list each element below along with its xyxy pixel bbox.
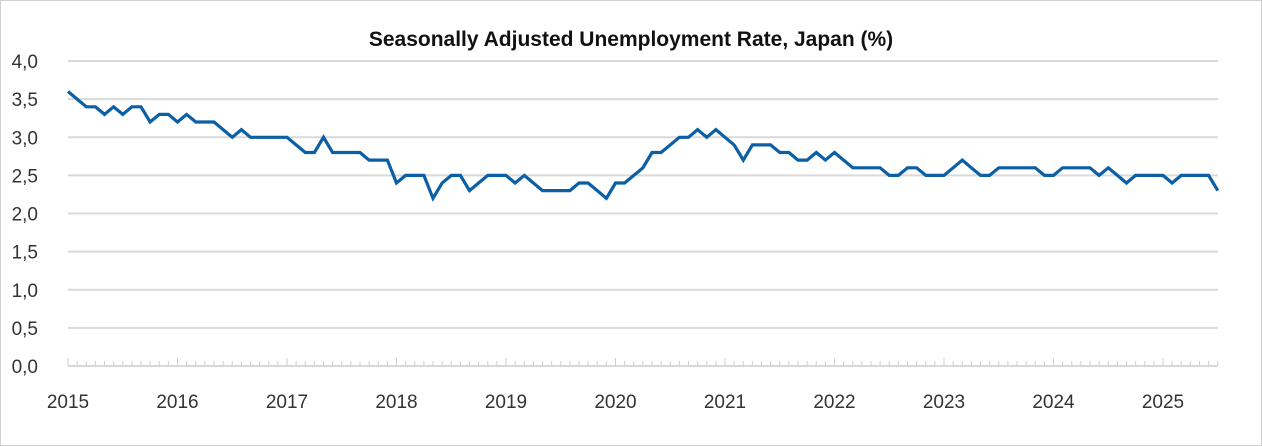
x-tick-label: 2023 xyxy=(923,392,965,413)
y-tick-label: 3,0 xyxy=(12,128,38,149)
y-tick-label: 2,5 xyxy=(12,166,38,187)
y-tick-label: 1,5 xyxy=(12,243,38,264)
x-tick-label: 2017 xyxy=(266,392,308,413)
y-tick-label: 3,5 xyxy=(12,90,38,111)
y-tick-label: 4,0 xyxy=(12,52,38,73)
x-tick-label: 2015 xyxy=(47,392,89,413)
y-tick-label: 2,0 xyxy=(12,205,38,226)
chart-title: Seasonally Adjusted Unemployment Rate, J… xyxy=(368,28,894,51)
y-tick-label: 0,5 xyxy=(12,319,38,340)
x-tick-label: 2022 xyxy=(813,392,855,413)
x-tick-label: 2020 xyxy=(594,392,636,413)
x-tick-label: 2016 xyxy=(156,392,198,413)
y-tick-label: 0,0 xyxy=(12,357,38,378)
x-tick-label: 2024 xyxy=(1032,392,1075,413)
x-tick-label: 2019 xyxy=(485,392,527,413)
x-tick-label: 2021 xyxy=(704,392,746,413)
y-tick-label: 1,0 xyxy=(12,281,38,302)
x-tick-label: 2018 xyxy=(375,392,417,413)
unemployment-rate-line xyxy=(66,90,1220,202)
x-tick-label: 2025 xyxy=(1142,392,1184,413)
